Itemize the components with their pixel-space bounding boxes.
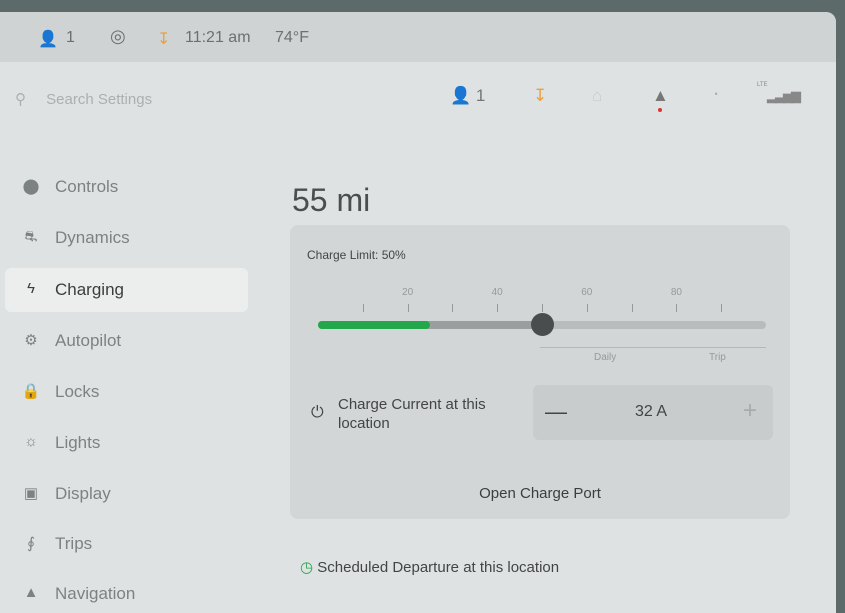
decrease-button[interactable]: — <box>545 399 567 424</box>
bluetooth-icon[interactable]: ᛫ <box>711 86 722 105</box>
sidebar-item-label: Controls <box>55 177 119 196</box>
slider-tick-label: 80 <box>670 287 682 298</box>
slider-tick <box>586 304 588 312</box>
slider-tick <box>362 304 364 312</box>
bell-icon[interactable]: ▲ <box>652 86 669 112</box>
slider-tick <box>407 304 409 312</box>
sidebar-item-dynamics[interactable]: ⛐ Dynamics <box>5 216 248 260</box>
search-icon: ⚲ <box>15 91 26 108</box>
increase-button[interactable]: + <box>743 397 758 424</box>
clock-icon: ◷ <box>300 559 314 576</box>
scheduled-departure-label: Scheduled Departure at this location <box>317 559 560 576</box>
sentry-icon[interactable]: ◎ <box>110 26 126 46</box>
home-icon[interactable]: ⌂ <box>592 86 603 105</box>
sidebar-item-label: Autopilot <box>55 331 122 350</box>
slider-tick-label: 20 <box>402 287 414 298</box>
trip-label: Trip <box>709 352 726 363</box>
charge-current-value: 32 A <box>635 403 668 420</box>
charge-current-label: Charge Current at this location <box>338 396 486 432</box>
display-icon: ▣ <box>23 485 39 502</box>
user-icon: 👤 <box>38 31 58 48</box>
sidebar-item-label: Trips <box>55 534 93 553</box>
charge-limit-fill <box>318 321 542 329</box>
charge-current-stepper: — 32 A + <box>533 385 773 440</box>
sun-icon: ☼ <box>24 433 38 450</box>
sidebar-item-label: Charging <box>55 280 124 299</box>
slider-tick <box>721 304 723 312</box>
sidebar-item-label: Display <box>55 484 111 503</box>
download-icon: ↧ <box>157 31 171 48</box>
navigation-icon: ▲ <box>23 584 39 601</box>
user-icon: 👤 <box>450 86 472 105</box>
slider-tick <box>542 304 543 312</box>
search-input[interactable]: ⚲ Search Settings <box>15 90 152 108</box>
search-placeholder: Search Settings <box>46 91 153 108</box>
profile-button[interactable]: 👤 1 <box>450 86 485 106</box>
trips-icon: ∮ <box>27 535 35 552</box>
slider-tick <box>452 304 454 312</box>
sidebar-item-lights[interactable]: ☼ Lights <box>5 421 248 465</box>
sidebar-item-label: Dynamics <box>55 228 130 247</box>
download-icon[interactable]: ↧ <box>533 86 548 105</box>
lte-signal-icon: LTE ▂▃▅▆ <box>757 82 801 103</box>
zone-bracket <box>540 347 766 348</box>
slider-tick <box>631 304 633 312</box>
slider-tick-label: 60 <box>581 287 593 298</box>
slider-tick-label: 40 <box>491 287 503 298</box>
status-bar: 👤 1 ◎ ↧ 11:21 am 74°F <box>0 12 836 62</box>
sidebar-item-charging[interactable]: ϟ Charging <box>5 268 248 312</box>
car-icon: ⛐ <box>24 228 38 245</box>
bolt-icon: ϟ <box>27 280 35 297</box>
charge-limit-label: Charge Limit: 50% <box>307 248 406 262</box>
temperature: 74°F <box>275 29 309 46</box>
driver-profile-count: 1 <box>66 29 75 46</box>
screen: 👤 1 ◎ ↧ 11:21 am 74°F ⚲ Search Settings … <box>0 12 836 613</box>
range-display: 55 mi <box>292 182 371 218</box>
sidebar-item-label: Navigation <box>55 584 136 603</box>
sidebar-item-controls[interactable]: ⬤ Controls <box>5 165 248 209</box>
slider-tick <box>676 304 678 312</box>
charge-limit-handle[interactable] <box>531 313 554 336</box>
daily-label: Daily <box>594 352 617 363</box>
steering-wheel-icon: ⚙ <box>24 332 38 349</box>
sidebar-item-navigation[interactable]: ▲ Navigation <box>5 572 248 613</box>
sidebar-item-locks[interactable]: 🔒 Locks <box>5 370 248 414</box>
profile-count: 1 <box>475 86 486 105</box>
sidebar-item-label: Lights <box>55 433 101 452</box>
scheduled-departure[interactable]: ◷ Scheduled Departure at this location <box>300 558 559 576</box>
sidebar-item-trips[interactable]: ∮ Trips <box>5 522 248 566</box>
slider-tick <box>497 304 499 312</box>
lock-icon: 🔒 <box>21 383 41 400</box>
clock: 11:21 am <box>185 29 251 46</box>
plug-icon: ⏻ <box>311 404 324 421</box>
sidebar-item-label: Locks <box>55 382 100 401</box>
current-charge-fill <box>318 321 430 329</box>
toggle-icon: ⬤ <box>22 178 40 195</box>
lte-label: LTE <box>757 82 768 88</box>
sidebar-item-autopilot[interactable]: ⚙ Autopilot <box>5 319 248 363</box>
charge-panel <box>290 225 790 519</box>
open-charge-port-button[interactable]: Open Charge Port <box>479 485 601 502</box>
sidebar-item-display[interactable]: ▣ Display <box>5 472 248 516</box>
